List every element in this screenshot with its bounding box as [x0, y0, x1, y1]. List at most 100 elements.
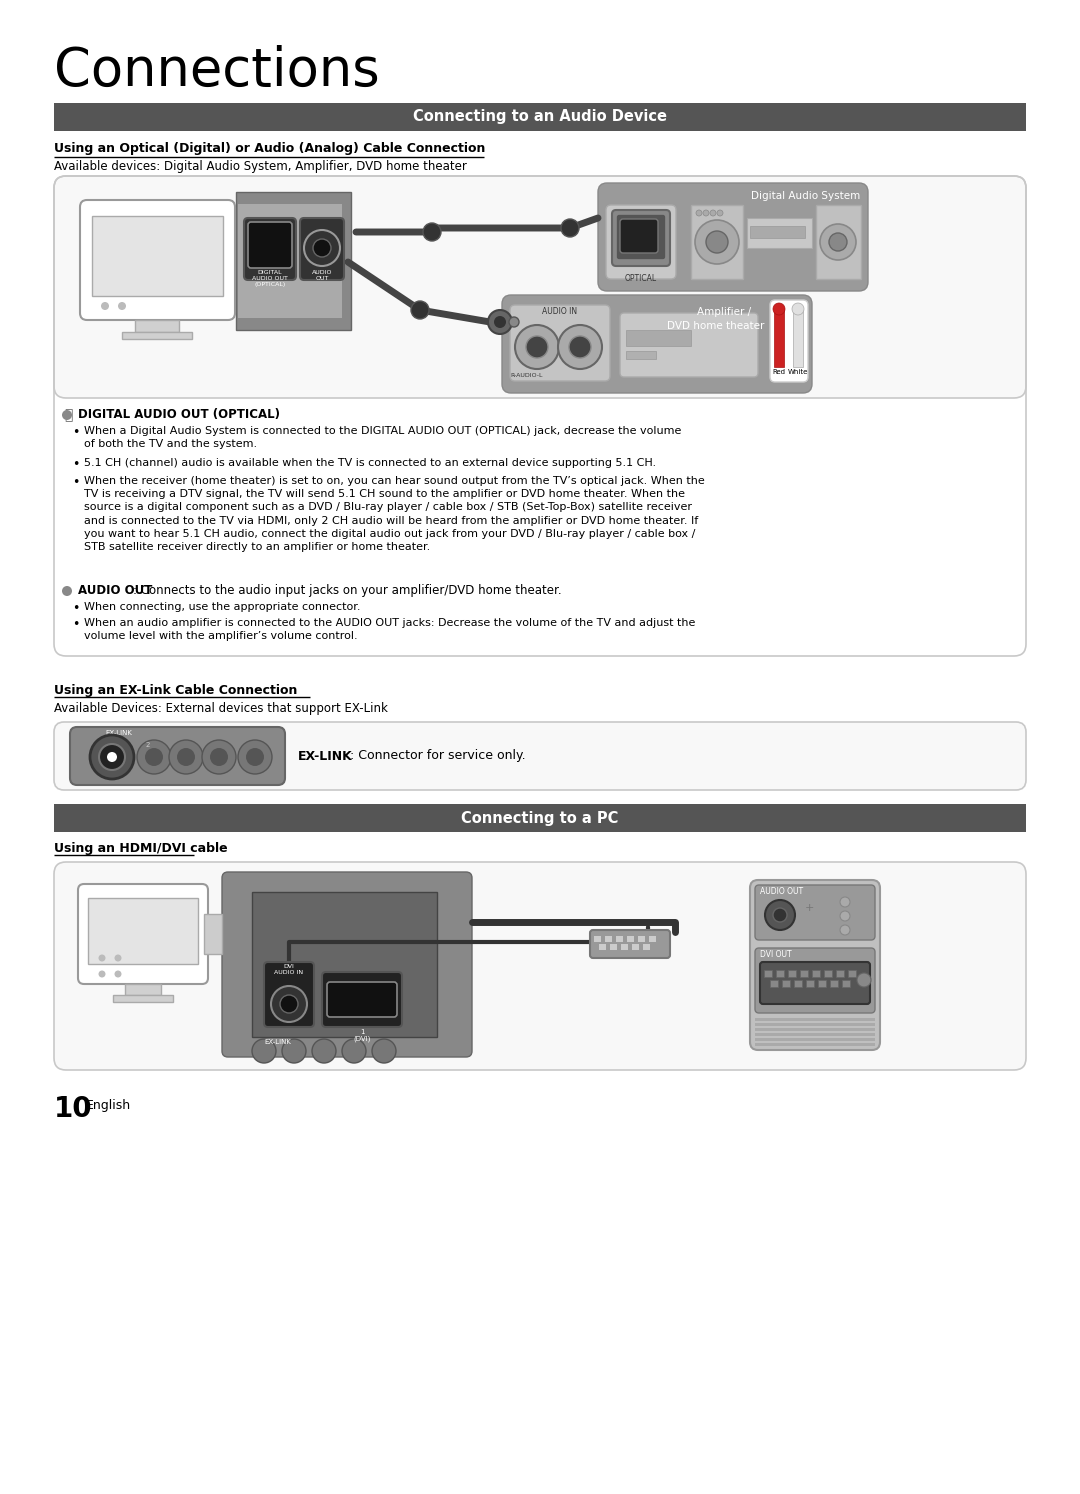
Circle shape: [114, 955, 121, 962]
FancyBboxPatch shape: [54, 862, 1026, 1070]
Text: AUDIO OUT: AUDIO OUT: [760, 887, 804, 896]
Circle shape: [114, 971, 121, 977]
Bar: [824, 970, 832, 977]
Circle shape: [252, 1038, 276, 1064]
Bar: [755, 1028, 875, 1031]
Circle shape: [717, 211, 723, 217]
Bar: [818, 980, 826, 988]
Circle shape: [102, 302, 109, 309]
Bar: [788, 970, 796, 977]
Circle shape: [488, 309, 512, 335]
Circle shape: [423, 223, 441, 241]
Bar: [616, 937, 623, 943]
Text: +: +: [805, 902, 814, 913]
FancyBboxPatch shape: [606, 205, 676, 279]
FancyBboxPatch shape: [755, 949, 875, 1013]
Bar: [750, 226, 805, 238]
Circle shape: [312, 1038, 336, 1064]
Circle shape: [238, 740, 272, 774]
Circle shape: [210, 748, 228, 766]
Text: When connecting, use the appropriate connector.: When connecting, use the appropriate con…: [84, 602, 361, 613]
FancyBboxPatch shape: [78, 884, 208, 985]
FancyBboxPatch shape: [590, 929, 670, 958]
FancyBboxPatch shape: [322, 973, 402, 1026]
Circle shape: [313, 239, 330, 257]
Text: ⚓: ⚓: [64, 408, 72, 421]
FancyBboxPatch shape: [54, 722, 1026, 790]
Text: •: •: [72, 459, 79, 471]
Text: EX-LINK: EX-LINK: [264, 1038, 291, 1044]
FancyBboxPatch shape: [620, 220, 658, 252]
Circle shape: [569, 336, 591, 359]
Bar: [777, 970, 784, 977]
Bar: [812, 970, 820, 977]
Bar: [610, 944, 617, 950]
Circle shape: [515, 326, 559, 369]
Bar: [627, 937, 634, 943]
Circle shape: [558, 326, 602, 369]
Bar: [755, 1043, 875, 1046]
Circle shape: [98, 955, 106, 962]
Circle shape: [303, 230, 340, 266]
Circle shape: [282, 1038, 306, 1064]
Text: 1
(DVI): 1 (DVI): [353, 1029, 370, 1043]
Bar: [800, 970, 808, 977]
Circle shape: [62, 409, 72, 420]
FancyBboxPatch shape: [327, 982, 397, 1017]
Bar: [755, 1017, 875, 1020]
Circle shape: [703, 211, 708, 217]
Circle shape: [526, 336, 548, 359]
Circle shape: [271, 986, 307, 1022]
FancyBboxPatch shape: [248, 223, 292, 267]
Text: OPTICAL: OPTICAL: [625, 273, 657, 282]
Circle shape: [509, 317, 519, 327]
FancyBboxPatch shape: [244, 218, 296, 279]
Text: AUDIO OUT: AUDIO OUT: [78, 584, 152, 598]
FancyBboxPatch shape: [616, 214, 666, 260]
FancyBboxPatch shape: [502, 294, 812, 393]
FancyBboxPatch shape: [750, 880, 880, 1050]
Circle shape: [118, 302, 126, 309]
Circle shape: [202, 740, 237, 774]
Circle shape: [561, 220, 579, 238]
Circle shape: [99, 744, 125, 769]
FancyBboxPatch shape: [54, 176, 1026, 397]
Bar: [649, 937, 656, 943]
FancyBboxPatch shape: [612, 211, 670, 266]
Text: Available devices: Digital Audio System, Amplifier, DVD home theater: Available devices: Digital Audio System,…: [54, 160, 467, 173]
Text: •: •: [72, 602, 79, 616]
Circle shape: [145, 748, 163, 766]
Bar: [626, 330, 691, 347]
Text: AUDIO IN: AUDIO IN: [542, 306, 578, 317]
Text: : Connects to the audio input jacks on your amplifier/DVD home theater.: : Connects to the audio input jacks on y…: [133, 584, 562, 598]
Text: Using an EX-Link Cable Connection: Using an EX-Link Cable Connection: [54, 684, 297, 698]
Text: Using an HDMI/DVI cable: Using an HDMI/DVI cable: [54, 843, 228, 855]
Text: R-AUDIO-L: R-AUDIO-L: [510, 374, 542, 378]
Circle shape: [710, 211, 716, 217]
Bar: [632, 944, 639, 950]
FancyBboxPatch shape: [70, 728, 285, 784]
Text: EX-LINK: EX-LINK: [105, 731, 132, 737]
Text: AUDIO
OUT: AUDIO OUT: [312, 270, 333, 281]
Bar: [848, 970, 856, 977]
Bar: [599, 944, 606, 950]
FancyBboxPatch shape: [510, 305, 610, 381]
Bar: [782, 980, 789, 988]
Circle shape: [246, 748, 264, 766]
Bar: [836, 970, 843, 977]
Bar: [764, 970, 772, 977]
Bar: [54, 804, 1026, 832]
Bar: [747, 218, 812, 248]
Text: Available Devices: External devices that support EX-Link: Available Devices: External devices that…: [54, 702, 388, 716]
Bar: [87, 898, 198, 964]
Text: DIGITAL AUDIO OUT (OPTICAL): DIGITAL AUDIO OUT (OPTICAL): [78, 408, 280, 421]
Circle shape: [107, 751, 117, 762]
Text: •: •: [72, 426, 79, 439]
Bar: [794, 980, 802, 988]
FancyBboxPatch shape: [770, 300, 808, 382]
Circle shape: [773, 908, 787, 922]
Text: DIGITAL
AUDIO OUT
(OPTICAL): DIGITAL AUDIO OUT (OPTICAL): [252, 270, 288, 287]
Bar: [237, 193, 351, 330]
Text: •: •: [72, 619, 79, 630]
Bar: [755, 1038, 875, 1041]
